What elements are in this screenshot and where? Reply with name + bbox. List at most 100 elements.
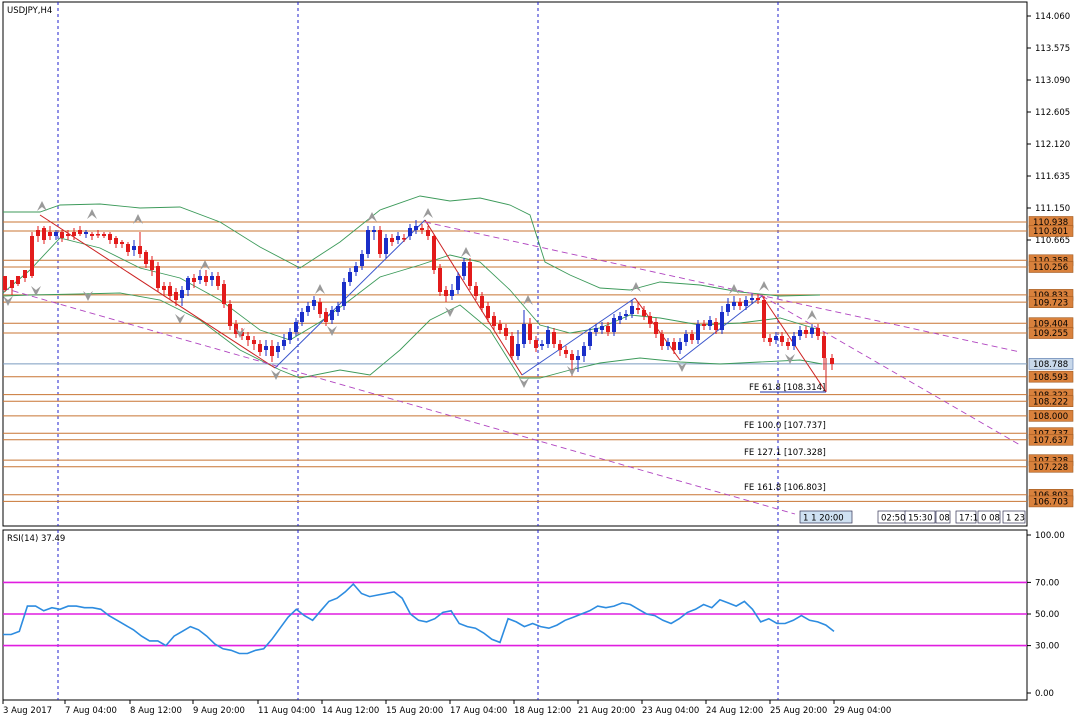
price-tag-6: 109.404 bbox=[1033, 319, 1068, 329]
candle-body-114 bbox=[690, 334, 694, 340]
candle-body-130 bbox=[786, 342, 790, 346]
price-tag-14: 107.637 bbox=[1033, 436, 1068, 446]
price-tag-12: 108.000 bbox=[1033, 412, 1068, 422]
price-tag-11: 108.222 bbox=[1033, 397, 1068, 407]
candle-body-121 bbox=[732, 302, 736, 306]
price-tick-label-1: 113.575 bbox=[1035, 44, 1070, 54]
candle-body-49 bbox=[300, 312, 304, 322]
time-tag-0: 1 1 20:00 bbox=[803, 514, 844, 524]
candle-body-116 bbox=[702, 324, 706, 326]
candle-body-125 bbox=[756, 298, 760, 300]
band-middle bbox=[2, 237, 821, 341]
fractal-up-arrow-3 bbox=[200, 260, 210, 270]
candle-body-36 bbox=[222, 284, 226, 304]
candle-body-107 bbox=[648, 316, 652, 324]
candle-body-14 bbox=[90, 234, 94, 236]
price-tag-8: 108.788 bbox=[1033, 360, 1068, 370]
time-tick-label-3: 9 Aug 20:00 bbox=[193, 706, 245, 716]
price-tick-label-5: 111.635 bbox=[1035, 172, 1070, 182]
candle-body-24 bbox=[150, 260, 154, 270]
price-tag-bg-14 bbox=[1028, 433, 1074, 446]
candle-body-108 bbox=[654, 322, 658, 334]
candle-body-99 bbox=[600, 326, 604, 330]
candle-body-28 bbox=[174, 292, 178, 300]
fibo-leg-down-2 bbox=[424, 219, 523, 376]
price-tag-4: 109.833 bbox=[1033, 291, 1068, 301]
candle-body-82 bbox=[498, 324, 502, 330]
time-tick-label-12: 25 Aug 20:00 bbox=[770, 706, 827, 716]
band-upper bbox=[3, 195, 821, 297]
candle-body-32 bbox=[198, 276, 202, 280]
channel-lower-line bbox=[2, 287, 796, 515]
fibo-leg-up-1 bbox=[274, 219, 426, 369]
price-tag-bg-16 bbox=[1028, 460, 1074, 473]
candle-body-46 bbox=[282, 340, 286, 346]
price-tag-16: 107.228 bbox=[1033, 463, 1068, 473]
time-tick-label-13: 29 Aug 04:00 bbox=[834, 706, 891, 716]
price-tag-bg-7 bbox=[1028, 327, 1074, 339]
candle-body-131 bbox=[792, 336, 796, 346]
candle-body-117 bbox=[708, 320, 712, 326]
rsi-title: RSI(14) 37.49 bbox=[7, 534, 65, 544]
fractal-down-arrow-8 bbox=[519, 378, 529, 388]
candle-body-9 bbox=[60, 232, 64, 238]
candle-body-67 bbox=[408, 228, 412, 236]
candle-body-126 bbox=[762, 300, 766, 338]
price-tick-label-4: 112.120 bbox=[1035, 140, 1070, 150]
candle-body-110 bbox=[666, 342, 670, 346]
candle-body-118 bbox=[714, 322, 718, 330]
candle-body-34 bbox=[210, 276, 214, 280]
candle-body-19 bbox=[120, 242, 124, 244]
fractal-down-arrow-7 bbox=[445, 307, 455, 317]
candle-body-83 bbox=[504, 328, 508, 336]
candle-body-89 bbox=[540, 344, 544, 346]
time-tag-3: 08 bbox=[939, 514, 950, 524]
candle-body-37 bbox=[228, 304, 232, 326]
candle-body-3 bbox=[23, 270, 27, 278]
price-tick-label-7: 110.665 bbox=[1035, 236, 1070, 246]
candle-body-84 bbox=[510, 336, 514, 356]
rsi-tick-label-3: 30.00 bbox=[1035, 642, 1059, 652]
candle-body-21 bbox=[132, 246, 136, 250]
candle-body-137 bbox=[830, 358, 834, 364]
fractal-up-arrow-2 bbox=[133, 214, 143, 224]
candle-body-63 bbox=[384, 238, 388, 254]
candle-body-95 bbox=[576, 356, 580, 360]
fractal-up-arrow-12 bbox=[807, 310, 817, 320]
fractal-markers bbox=[3, 201, 817, 388]
candle-body-136 bbox=[822, 336, 826, 358]
price-tag-bg-8 bbox=[1028, 358, 1074, 370]
candle-body-72 bbox=[438, 268, 442, 292]
time-tag-bg-6 bbox=[1002, 510, 1026, 524]
candle-body-50 bbox=[306, 306, 310, 312]
time-tag-2: 15:30 bbox=[908, 514, 933, 524]
candle-body-13 bbox=[84, 232, 88, 234]
candle-body-101 bbox=[612, 318, 616, 332]
time-separators bbox=[57, 2, 779, 700]
candle-body-30 bbox=[186, 278, 190, 290]
candle-body-61 bbox=[372, 230, 376, 232]
candle-body-79 bbox=[480, 296, 484, 308]
fractal-up-arrow-1 bbox=[87, 209, 97, 219]
candle-body-74 bbox=[450, 290, 454, 296]
fractal-down-arrow-9 bbox=[567, 366, 577, 376]
fractal-down-arrow-4 bbox=[235, 328, 245, 338]
candle-body-15 bbox=[96, 234, 100, 236]
time-tag-bg-4 bbox=[955, 510, 977, 524]
candle-body-91 bbox=[552, 332, 556, 344]
candle-body-124 bbox=[750, 298, 754, 300]
candle-body-16 bbox=[102, 234, 106, 236]
candle-body-106 bbox=[642, 310, 646, 316]
candle-body-33 bbox=[204, 276, 208, 282]
candle-body-90 bbox=[546, 330, 550, 344]
time-tick-label-10: 23 Aug 04:00 bbox=[642, 706, 699, 716]
candles bbox=[3, 220, 834, 376]
candle-body-43 bbox=[264, 346, 268, 350]
candle-body-135 bbox=[816, 328, 820, 336]
candle-body-11 bbox=[72, 232, 76, 236]
bollinger-bands bbox=[2, 195, 823, 379]
fe-label-0: FE 61.8 [108.314] bbox=[749, 383, 825, 393]
time-tick-label-0: 3 Aug 2017 bbox=[3, 706, 52, 716]
candle-body-71 bbox=[432, 236, 436, 270]
